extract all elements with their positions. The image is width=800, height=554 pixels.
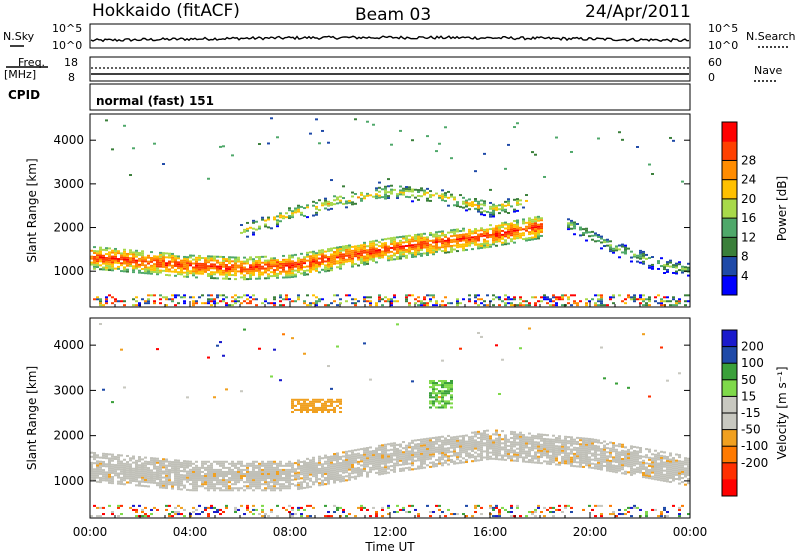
velocity-colorbar-tick: 50 xyxy=(741,373,756,387)
x-tick-label: 08:00 xyxy=(273,525,308,539)
power-colorbar-swatch xyxy=(722,256,737,277)
velocity-panel: 1000 2000 3000 4000 00:00 04:00 08:00 12:00 16:… xyxy=(25,317,789,539)
velocity-colorbar-swatch xyxy=(722,429,737,447)
freq-tick-top: 18 xyxy=(64,56,78,69)
velocity-colorbar-swatch xyxy=(722,462,737,480)
freq-panel: Freq. [MHz] 18 8 60 0 Nave xyxy=(4,56,782,84)
velocity-colorbar-tick: 100 xyxy=(741,356,764,370)
velocity-colorbar-swatch xyxy=(722,346,737,364)
velocity-colorbar-tick: 15 xyxy=(741,389,756,403)
power-colorbar-swatch xyxy=(722,275,737,296)
power-colorbar-swatch xyxy=(722,122,737,142)
cpid-value: normal (fast) 151 xyxy=(96,94,214,108)
power-colorbar-swatch xyxy=(722,198,737,219)
power-colorbar-tick: 8 xyxy=(741,250,749,264)
velocity-data xyxy=(90,322,690,518)
power-panel: 1000 2000 3000 4000 Slant Range [km] 4 8 12 16… xyxy=(25,113,789,308)
nave-label: Nave xyxy=(754,64,782,77)
cpid-label: CPID xyxy=(8,88,40,102)
velocity-colorbar-tick: -15 xyxy=(741,406,761,420)
power-colorbar-tick: 24 xyxy=(741,173,756,187)
power-colorbar-swatch xyxy=(722,141,737,161)
power-colorbar-swatch xyxy=(722,179,737,200)
beam-title: Beam 03 xyxy=(355,5,431,25)
velocity-colorbar-tick: -200 xyxy=(741,456,768,470)
y-tick-label: 2000 xyxy=(53,221,84,235)
noise-tick-right-bottom: 10^0 xyxy=(708,39,738,52)
x-tick-label: 20:00 xyxy=(573,525,608,539)
y-tick-label: 4000 xyxy=(53,133,84,147)
power-colorbar-tick: 16 xyxy=(741,211,756,225)
power-colorbar-tick: 20 xyxy=(741,192,756,206)
power-colorbar-tick: 28 xyxy=(741,153,756,167)
noise-tick-right-top: 10^5 xyxy=(708,22,738,35)
velocity-colorbar-label: Velocity [m s⁻¹] xyxy=(775,366,789,459)
freq-label-bottom: [MHz] xyxy=(4,68,36,81)
power-colorbar-tick: 4 xyxy=(741,269,749,283)
power-colorbar-label: Power [dB] xyxy=(775,176,789,241)
station-title: Hokkaido (fitACF) xyxy=(92,1,240,21)
velocity-colorbar-swatch xyxy=(722,330,737,348)
freq-tick-bottom: 8 xyxy=(68,71,75,84)
date-title: 24/Apr/2011 xyxy=(585,2,691,22)
velocity-colorbar-swatch xyxy=(722,396,737,414)
velocity-colorbar-tick: 200 xyxy=(741,340,764,354)
x-tick-label: 00:00 xyxy=(673,525,708,539)
y-tick-label: 3000 xyxy=(53,177,84,191)
x-axis-label: Time UT xyxy=(364,540,415,554)
y-tick-label: 2000 xyxy=(53,429,84,443)
velocity-colorbar-swatch xyxy=(722,446,737,464)
noise-panel: N.Sky 10^5 10^0 10^5 10^0 N.Search xyxy=(3,22,796,52)
power-data xyxy=(90,117,690,307)
power-colorbar-tick: 12 xyxy=(741,230,756,244)
velocity-colorbar-swatch xyxy=(722,413,737,431)
velocity-colorbar-swatch xyxy=(722,379,737,397)
freq-label-top: Freq. xyxy=(18,56,45,69)
power-colorbar-swatch xyxy=(722,218,737,238)
y-tick-label: 4000 xyxy=(53,338,84,352)
noise-trace xyxy=(90,35,690,43)
y-tick-label: 1000 xyxy=(53,264,84,278)
velocity-colorbar-swatch xyxy=(722,363,737,381)
power-y-axis-label: Slant Range [km] xyxy=(25,158,39,262)
cpid-panel: CPID normal (fast) 151 xyxy=(8,83,691,111)
velocity-colorbar-swatch xyxy=(722,479,737,497)
noise-tick-left-bottom: 10^0 xyxy=(52,39,82,52)
nave-tick-bottom: 0 xyxy=(708,71,715,84)
y-tick-label: 1000 xyxy=(53,474,84,488)
velocity-colorbar-tick: -100 xyxy=(741,439,768,453)
x-tick-label: 00:00 xyxy=(73,525,108,539)
power-colorbar-swatch xyxy=(722,237,737,258)
x-tick-label: 16:00 xyxy=(473,525,508,539)
x-tick-label: 12:00 xyxy=(373,525,408,539)
velocity-colorbar-tick: -50 xyxy=(741,423,761,437)
nsearch-label: N.Search xyxy=(746,30,796,43)
velocity-y-axis-label: Slant Range [km] xyxy=(25,366,39,470)
nave-tick-top: 60 xyxy=(708,56,722,69)
power-colorbar-swatch xyxy=(722,160,737,181)
noise-tick-left-top: 10^5 xyxy=(52,22,82,35)
nsky-label: N.Sky xyxy=(3,30,35,43)
y-tick-label: 3000 xyxy=(53,383,84,397)
x-tick-label: 04:00 xyxy=(173,525,208,539)
